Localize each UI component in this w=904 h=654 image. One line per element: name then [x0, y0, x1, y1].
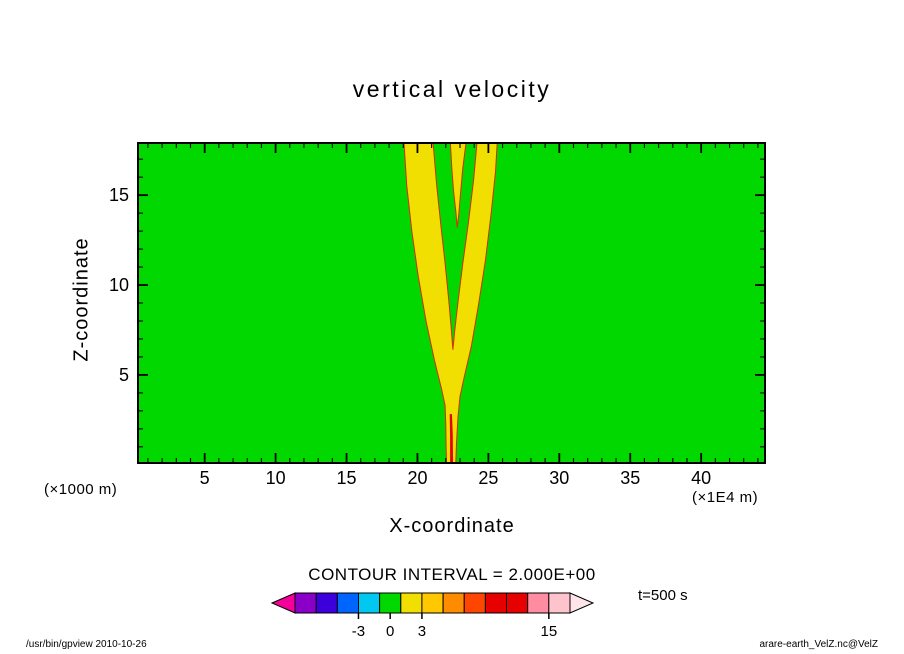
- x-tick-label: 5: [200, 468, 210, 488]
- y-axis-label: Z-coordinate: [70, 237, 93, 362]
- updraft-plume-outer: [403, 142, 498, 464]
- x-tick-label: 40: [691, 468, 711, 488]
- x-tick-label: 15: [337, 468, 357, 488]
- colorbar-segment: [379, 592, 402, 614]
- colorbar-tick-label: 15: [541, 623, 558, 640]
- colorbar-tick-label: 3: [418, 623, 426, 640]
- colorbar-segment: [336, 592, 359, 614]
- x-tick-label: 25: [478, 468, 498, 488]
- colorbar: -3 0 3 15: [270, 592, 595, 640]
- colorbar-segment: [548, 592, 571, 614]
- y-tick-label: 5: [119, 365, 129, 385]
- x-tick-label: 20: [407, 468, 427, 488]
- y-tick-label: 10: [109, 275, 129, 295]
- colorbar-segment: [400, 592, 423, 614]
- x-tick-label: 30: [549, 468, 569, 488]
- y-tick-label: 15: [109, 185, 129, 205]
- colorbar-segment: [506, 592, 529, 614]
- updraft-regions: [403, 142, 498, 464]
- contour-interval-label: CONTOUR INTERVAL = 2.000E+00: [308, 565, 596, 584]
- colorbar-left-arrow: [270, 592, 296, 614]
- colorbar-segment: [484, 592, 508, 614]
- updraft-plume-middle: [449, 142, 467, 228]
- colorbar-segment: [315, 592, 338, 614]
- x-axis-label: X-coordinate: [389, 515, 515, 537]
- updraft-core: [449, 414, 454, 463]
- time-label: t=500 s: [638, 587, 688, 604]
- colorbar-segment: [527, 592, 550, 614]
- colorbar-tick-label: -3: [352, 623, 365, 640]
- axis-ticks: [138, 143, 765, 463]
- colorbar-segment: [421, 592, 444, 614]
- colorbar-segment: [358, 592, 381, 614]
- colorbar-segment: [463, 592, 486, 614]
- axis-tick-labels: 5 10 15 20 25 30 35 40 5 10 15: [109, 185, 711, 488]
- colorbar-right-arrow: [569, 592, 595, 614]
- colorbar-segment: [442, 592, 465, 614]
- plot-title: vertical velocity: [352, 76, 552, 102]
- colorbar-segment: [294, 592, 317, 614]
- x-axis-unit-label: (×1E4 m): [692, 489, 759, 506]
- footer-command-text: /usr/bin/gpview 2010-10-26: [26, 639, 147, 650]
- footer-filename-text: arare-earth_VelZ.nc@VelZ: [759, 639, 878, 650]
- colorbar-tick-label: 0: [386, 623, 394, 640]
- x-tick-label: 35: [620, 468, 640, 488]
- x-tick-label: 10: [266, 468, 286, 488]
- y-axis-unit-label: (×1000 m): [44, 481, 118, 498]
